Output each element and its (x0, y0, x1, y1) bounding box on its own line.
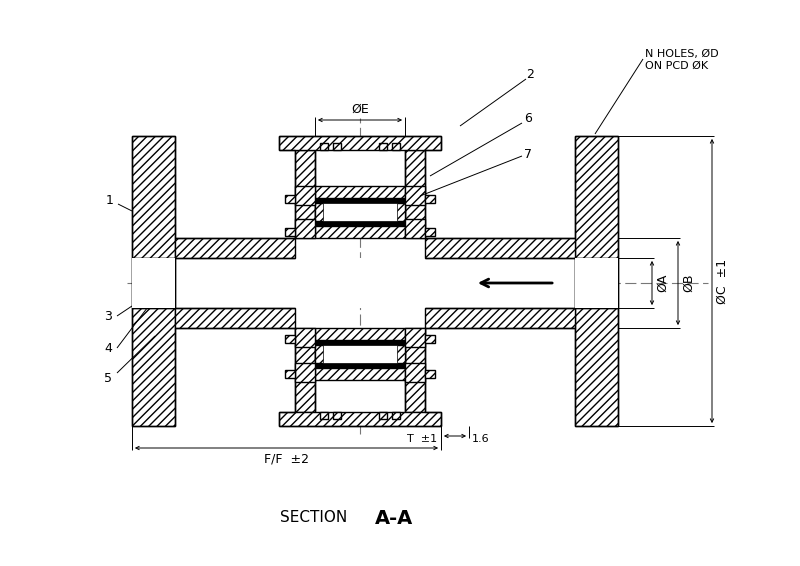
Bar (575, 136, 618, 426)
Bar (425, 228, 435, 236)
Text: T  ±1: T ±1 (407, 434, 437, 444)
Bar (285, 335, 295, 343)
Text: 7: 7 (524, 148, 532, 161)
Bar (315, 328, 405, 412)
Bar (132, 258, 175, 308)
Bar (175, 308, 295, 328)
Bar (425, 308, 575, 328)
Text: 6: 6 (524, 112, 532, 125)
Bar (315, 186, 405, 198)
Text: 4: 4 (104, 341, 112, 354)
Bar (285, 228, 295, 236)
Text: 1.6: 1.6 (472, 434, 490, 444)
Text: A-A: A-A (375, 508, 414, 528)
Text: 5: 5 (104, 371, 112, 384)
Bar (295, 186, 315, 205)
Bar (285, 195, 295, 203)
Text: ON PCD ØK: ON PCD ØK (645, 61, 708, 71)
Bar (425, 195, 435, 203)
Bar (175, 258, 425, 308)
Bar (279, 412, 441, 426)
Bar (405, 363, 425, 382)
Bar (405, 328, 425, 347)
Bar (405, 328, 425, 412)
Bar (315, 340, 405, 345)
Bar (279, 136, 441, 150)
Bar (315, 221, 405, 226)
Bar (295, 328, 315, 347)
Bar (333, 143, 341, 150)
Text: ØA: ØA (656, 274, 669, 292)
Bar (295, 328, 315, 412)
Bar (315, 226, 405, 238)
Bar (320, 143, 328, 150)
Bar (320, 412, 328, 419)
Bar (323, 345, 397, 363)
Text: ØC  ±1: ØC ±1 (716, 259, 729, 303)
Text: F/F  ±2: F/F ±2 (264, 452, 309, 465)
Bar (315, 328, 405, 340)
Bar (405, 150, 425, 238)
Bar (315, 150, 405, 238)
Text: 3: 3 (104, 310, 112, 323)
Bar (379, 412, 387, 419)
Bar (132, 136, 175, 426)
Bar (295, 219, 315, 238)
Bar (392, 143, 400, 150)
Bar (425, 370, 435, 378)
Bar (315, 363, 405, 368)
Text: ØE: ØE (351, 103, 369, 116)
Bar (315, 203, 405, 221)
Bar (425, 238, 575, 258)
Bar (323, 203, 397, 221)
Bar (285, 370, 295, 378)
Bar (315, 198, 405, 203)
Bar (405, 186, 425, 205)
Text: 2: 2 (526, 67, 534, 80)
Bar (575, 258, 618, 308)
Bar (295, 363, 315, 382)
Text: SECTION: SECTION (280, 511, 347, 525)
Bar (405, 219, 425, 238)
Text: N HOLES, ØD: N HOLES, ØD (645, 49, 718, 59)
Bar (315, 345, 405, 363)
Bar (392, 412, 400, 419)
Text: ØB: ØB (682, 274, 695, 292)
Text: 1: 1 (106, 195, 114, 208)
Bar (295, 150, 315, 238)
Bar (295, 258, 575, 308)
Bar (425, 335, 435, 343)
Bar (379, 143, 387, 150)
Bar (315, 368, 405, 380)
Bar (333, 412, 341, 419)
Bar (175, 238, 295, 258)
